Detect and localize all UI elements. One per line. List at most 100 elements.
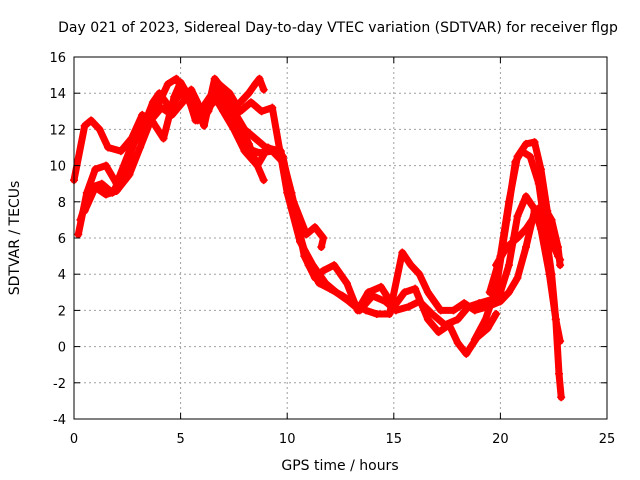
series-line bbox=[492, 207, 562, 269]
data-point-marker bbox=[101, 190, 110, 199]
data-point-marker bbox=[539, 206, 548, 215]
data-point-marker bbox=[470, 335, 479, 344]
data-point-marker bbox=[131, 134, 140, 143]
data-point-marker bbox=[204, 103, 213, 112]
data-point-marker bbox=[253, 161, 262, 170]
data-point-marker bbox=[97, 179, 106, 188]
data-point-marker bbox=[236, 107, 245, 116]
data-point-marker bbox=[325, 284, 334, 293]
data-point-marker bbox=[91, 165, 100, 174]
data-point-marker bbox=[80, 121, 89, 130]
data-point-marker bbox=[406, 261, 415, 270]
data-point-marker bbox=[264, 143, 273, 152]
data-point-marker bbox=[504, 197, 513, 206]
data-point-marker bbox=[553, 252, 562, 261]
data-point-marker bbox=[555, 369, 564, 378]
y-axis-label: SDTVAR / TECUs bbox=[7, 181, 23, 296]
data-point-marker bbox=[255, 74, 264, 83]
data-point-marker bbox=[91, 183, 100, 192]
data-point-marker bbox=[485, 288, 494, 297]
data-point-marker bbox=[259, 176, 268, 185]
data-point-marker bbox=[385, 310, 394, 319]
data-point-marker bbox=[342, 279, 351, 288]
data-point-marker bbox=[349, 299, 358, 308]
data-point-marker bbox=[547, 219, 556, 228]
data-point-marker bbox=[377, 282, 386, 291]
x-tick-label: 20 bbox=[492, 432, 509, 447]
data-point-marker bbox=[268, 103, 277, 112]
data-point-marker bbox=[236, 98, 245, 107]
y-tick-label: 14 bbox=[49, 87, 66, 102]
y-tick-label: 10 bbox=[49, 160, 66, 175]
y-tick-label: 2 bbox=[58, 304, 66, 319]
data-point-marker bbox=[492, 261, 501, 270]
data-point-marker bbox=[513, 234, 522, 242]
data-point-marker bbox=[259, 85, 268, 94]
data-point-marker bbox=[317, 243, 326, 252]
data-point-marker bbox=[513, 273, 522, 282]
data-point-marker bbox=[400, 288, 409, 297]
data-point-marker bbox=[470, 306, 479, 315]
data-point-marker bbox=[428, 310, 437, 319]
data-point-marker bbox=[87, 116, 96, 125]
data-point-marker bbox=[551, 315, 560, 324]
data-point-marker bbox=[415, 297, 424, 306]
data-point-marker bbox=[423, 288, 432, 297]
data-point-marker bbox=[547, 270, 556, 279]
data-point-marker bbox=[415, 270, 424, 279]
data-point-marker bbox=[168, 110, 177, 119]
data-point-marker bbox=[251, 134, 260, 143]
data-point-marker bbox=[74, 230, 83, 239]
data-point-marker bbox=[411, 284, 420, 293]
data-point-marker bbox=[502, 243, 511, 252]
data-point-marker bbox=[453, 315, 462, 324]
data-point-marker bbox=[146, 116, 155, 125]
data-point-marker bbox=[95, 125, 104, 134]
data-point-marker bbox=[310, 223, 319, 232]
data-point-marker bbox=[125, 170, 134, 179]
x-tick-label: 25 bbox=[599, 432, 616, 447]
data-point-marker bbox=[338, 291, 347, 300]
data-point-marker bbox=[214, 80, 223, 89]
ticks: 0 5 10 15 20 25 -4 -2 0 2 4 6 8 10 12 14 16 bbox=[49, 51, 615, 447]
data-point-marker bbox=[200, 121, 209, 130]
data-point-marker bbox=[225, 89, 234, 98]
data-point-marker bbox=[521, 192, 530, 201]
series-line bbox=[81, 86, 564, 318]
data-point-marker bbox=[172, 74, 181, 83]
data-point-marker bbox=[208, 89, 217, 98]
series-trace-7 bbox=[492, 206, 562, 270]
data-point-marker bbox=[372, 310, 381, 319]
y-tick-label: 6 bbox=[58, 232, 66, 247]
data-point-marker bbox=[225, 103, 234, 112]
data-point-marker bbox=[536, 165, 545, 174]
data-point-marker bbox=[229, 125, 238, 134]
data-point-marker bbox=[521, 243, 530, 252]
data-point-marker bbox=[330, 261, 339, 270]
data-point-marker bbox=[319, 234, 328, 242]
data-point-marker bbox=[291, 215, 300, 224]
data-point-marker bbox=[530, 212, 539, 221]
series-group bbox=[70, 74, 566, 402]
data-point-marker bbox=[368, 291, 377, 300]
data-point-marker bbox=[112, 186, 121, 195]
data-point-marker bbox=[304, 261, 313, 270]
data-point-marker bbox=[483, 324, 492, 333]
data-point-marker bbox=[157, 103, 166, 112]
x-tick-label: 0 bbox=[70, 432, 78, 447]
data-point-marker bbox=[257, 107, 266, 116]
data-point-marker bbox=[492, 310, 501, 319]
data-point-marker bbox=[440, 320, 449, 329]
data-point-marker bbox=[187, 85, 196, 94]
data-point-marker bbox=[504, 261, 513, 270]
data-point-marker bbox=[214, 92, 223, 101]
data-point-marker bbox=[178, 98, 187, 107]
data-point-marker bbox=[481, 315, 490, 324]
data-point-marker bbox=[436, 306, 445, 315]
data-point-marker bbox=[163, 80, 172, 89]
data-point-marker bbox=[364, 288, 373, 297]
y-tick-label: 0 bbox=[58, 341, 66, 356]
x-tick-label: 15 bbox=[386, 432, 403, 447]
series-trace-8 bbox=[193, 92, 268, 185]
